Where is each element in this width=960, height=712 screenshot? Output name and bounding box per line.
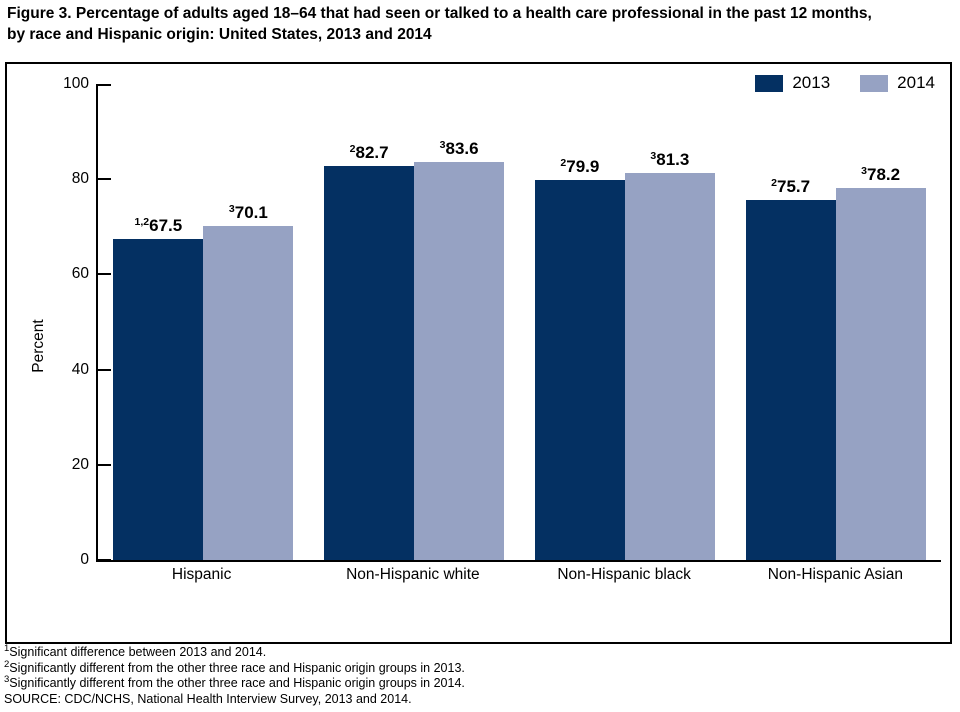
y-tick-label-60: 60 — [71, 265, 89, 283]
legend-label-2014: 2014 — [897, 73, 935, 92]
footnote-line-3: 3Significantly different from the other … — [4, 673, 465, 690]
bar-2014-non-hispanic-asian: 378.2 — [835, 165, 926, 560]
bar-2013-non-hispanic-white: 282.7 — [324, 143, 415, 560]
y-tick-mark-20 — [98, 463, 111, 466]
bar-value-superscript: 3 — [650, 150, 657, 163]
footnote-superscript: 2 — [4, 658, 10, 670]
bar-group-non-hispanic-white: 282.7 383.6 — [309, 84, 520, 560]
y-tick-mark-100 — [98, 84, 111, 86]
bar-2014-non-hispanic-black: 381.3 — [624, 150, 715, 560]
category-label-hispanic: Hispanic — [171, 566, 232, 583]
legend-swatch-2013 — [755, 74, 784, 92]
category-label-non-hispanic-white: Non-Hispanic white — [346, 566, 480, 583]
bar-group-hispanic: 1,267.5 370.1 — [98, 84, 309, 560]
bar-2014-non-hispanic-white: 383.6 — [414, 139, 505, 560]
legend-item-2013: 2013 — [755, 73, 830, 93]
footnotes: 1Significant difference between 2013 and… — [4, 642, 465, 707]
y-tick-label-100: 100 — [63, 75, 89, 92]
category-label-non-hispanic-black: Non-Hispanic black — [557, 566, 691, 583]
y-tick-mark-80 — [98, 178, 111, 181]
chart-frame: 2013 2014 Percent 0 20 40 60 80 100 1,267.5 370… — [5, 62, 952, 644]
bar-group-non-hispanic-black: 279.9 381.3 — [520, 84, 731, 560]
legend-label-2013: 2013 — [792, 73, 831, 92]
bar-value-superscript: 2 — [771, 176, 777, 189]
bar-2013-non-hispanic-black: 279.9 — [534, 157, 625, 560]
legend: 2013 2014 — [755, 73, 935, 93]
bar-value-superscript: 3 — [861, 164, 867, 177]
bar-2013-non-hispanic-asian: 275.7 — [745, 177, 836, 560]
bar-value-label: 275.7 — [771, 176, 811, 196]
bar-value-label: 378.2 — [861, 164, 901, 184]
bar-value-label: 282.7 — [349, 143, 389, 163]
bar-group-non-hispanic-asian: 275.7 378.2 — [730, 84, 941, 560]
bar-value-label: 381.3 — [650, 150, 690, 170]
footnote-line-1: 1Significant difference between 2013 and… — [4, 642, 267, 659]
y-tick-mark-60 — [98, 273, 111, 276]
bar-value-label: 279.9 — [560, 156, 600, 176]
bar-value-label: 1,267.5 — [134, 215, 183, 235]
bar-value-superscript: 2 — [349, 143, 356, 156]
y-tick-mark-40 — [98, 368, 111, 371]
figure-title-line1: Figure 3. Percentage of adults aged 18–6… — [7, 5, 872, 22]
legend-swatch-2014 — [860, 74, 889, 92]
legend-item-2014: 2014 — [860, 73, 935, 93]
footnote-superscript: 3 — [4, 673, 10, 685]
x-category-labels: Hispanic Non-Hispanic white Non-Hispanic b… — [96, 566, 941, 584]
footnote-line-4: SOURCE: CDC/NCHS, National Health Interv… — [4, 691, 412, 706]
y-tick-label-0: 0 — [80, 551, 89, 568]
footnote-superscript: 1 — [4, 642, 10, 654]
footnote-line-2: 2Significantly different from the other … — [4, 658, 465, 675]
bar-value-label: 383.6 — [439, 139, 479, 159]
bar-2014-hispanic: 370.1 — [203, 203, 294, 560]
figure-title-line2: by race and Hispanic origin: United Stat… — [7, 26, 432, 43]
bar-value-superscript: 3 — [439, 139, 446, 152]
bar-value-superscript: 1,2 — [134, 215, 150, 228]
y-tick-label-20: 20 — [71, 455, 89, 473]
figure-title: Figure 3. Percentage of adults aged 18–6… — [7, 3, 955, 45]
bar-value-superscript: 3 — [228, 203, 235, 216]
bar-value-superscript: 2 — [560, 156, 567, 169]
y-tick-label-40: 40 — [71, 360, 89, 378]
category-label-non-hispanic-asian: Non-Hispanic Asian — [767, 566, 903, 583]
bar-2013-hispanic: 1,267.5 — [113, 216, 204, 560]
y-tick-mark-0 — [98, 559, 111, 561]
bar-value-label: 370.1 — [228, 203, 268, 223]
plot-area: 1,267.5 370.1 282.7 383.6 279.9 381.3 275.7 378… — [96, 84, 941, 562]
y-tick-label-80: 80 — [71, 170, 89, 188]
